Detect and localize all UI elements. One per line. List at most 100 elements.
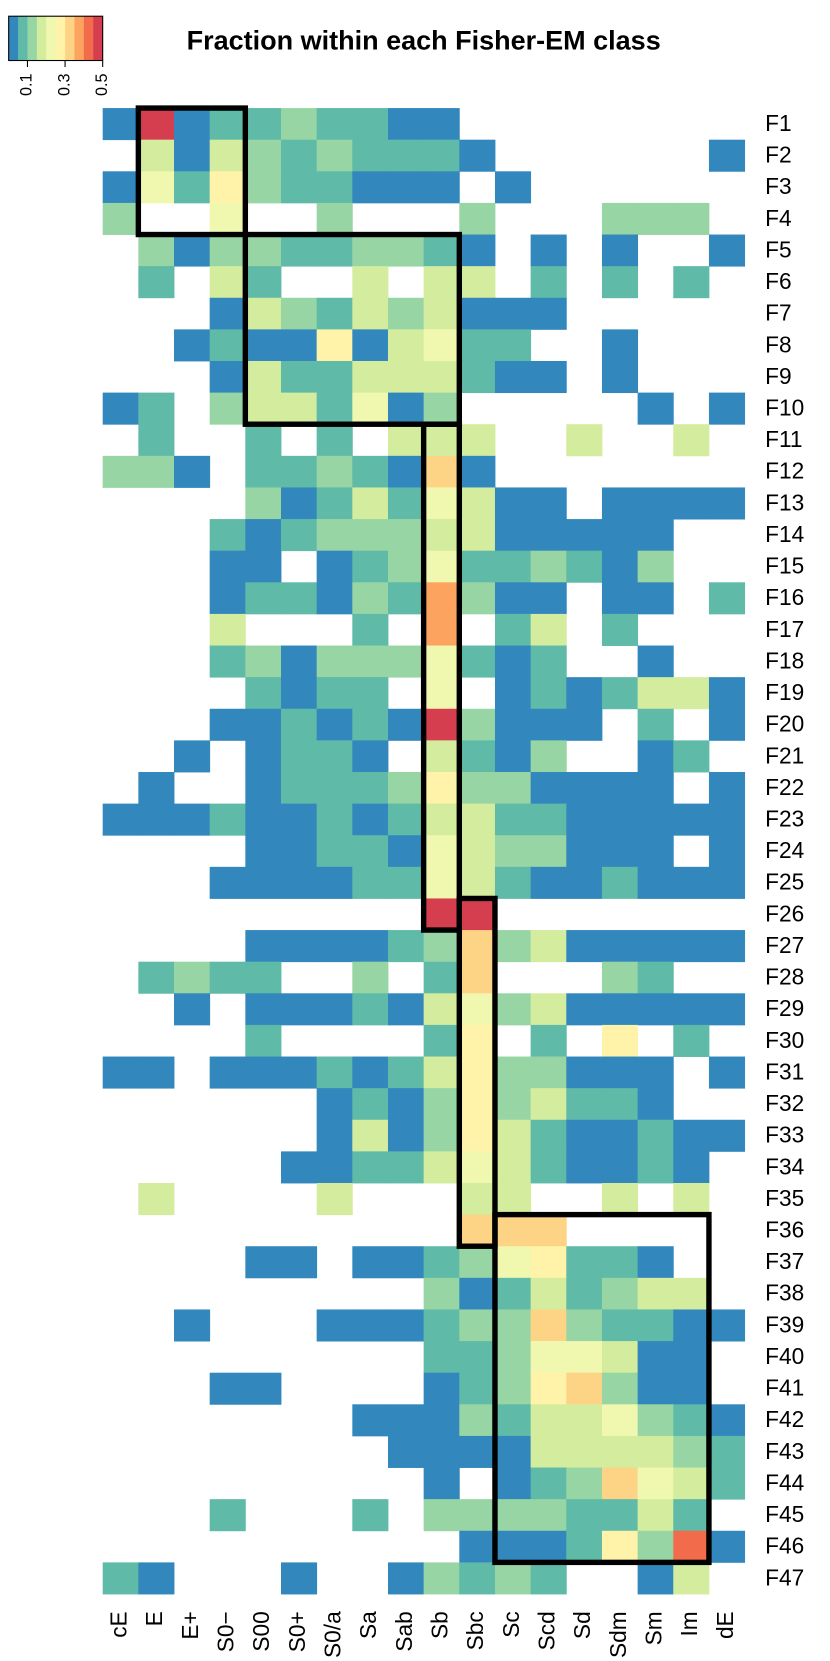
row-label: F22 [765, 774, 804, 800]
chart-title: Fraction within each Fisher-EM class [187, 26, 661, 56]
heat-cell [530, 1246, 567, 1279]
heat-cell [423, 1056, 460, 1089]
row-label: F10 [765, 394, 804, 420]
column-label: S0− [213, 1611, 239, 1652]
heat-cell [601, 329, 639, 362]
heat-cell [245, 645, 282, 678]
heat-cell [138, 455, 175, 488]
heat-cell [601, 1024, 639, 1057]
heat-cell [494, 1056, 532, 1089]
heat-cell [423, 771, 460, 805]
heat-cell [708, 708, 746, 741]
heat-cell [387, 360, 425, 394]
heat-cell [423, 930, 460, 963]
row-label: F4 [765, 205, 791, 231]
heat-cell [138, 424, 175, 457]
heat-cell [316, 866, 353, 899]
heat-cell [352, 993, 389, 1026]
heat-cell [352, 1246, 389, 1279]
heat-cell [316, 297, 353, 330]
row-label: F3 [765, 173, 791, 199]
heat-cell [245, 677, 282, 710]
heat-cell [387, 1246, 425, 1279]
heat-cell [209, 519, 246, 552]
heat-cell [530, 771, 567, 805]
heat-cell [637, 1151, 674, 1184]
heat-cell [566, 550, 603, 583]
heat-cell [708, 1309, 746, 1342]
heat-cell [494, 1467, 532, 1500]
row-label: F44 [765, 1469, 804, 1495]
heat-cell [423, 677, 460, 710]
heat-cell [637, 1309, 674, 1342]
column-label: dE [712, 1611, 738, 1639]
heat-cell [387, 1562, 425, 1595]
heat-cell [423, 582, 460, 615]
heat-cell [387, 519, 425, 552]
heat-cell [673, 487, 710, 520]
row-label: F7 [765, 300, 791, 326]
heat-cell [459, 993, 496, 1026]
heat-cell [494, 171, 532, 204]
heat-cell [637, 961, 674, 994]
heat-cell [530, 1562, 567, 1595]
heat-cell [423, 266, 460, 299]
heat-cell [102, 455, 139, 488]
heat-cell [280, 1562, 318, 1595]
heat-cell [673, 803, 710, 836]
heat-cell [387, 1404, 425, 1437]
column-label: Sc [498, 1611, 524, 1637]
heat-cell [494, 645, 532, 678]
heat-cell [494, 1309, 532, 1342]
heat-cell [708, 1467, 746, 1500]
heat-cell [316, 234, 353, 267]
heat-cell [494, 866, 532, 899]
heat-cell [423, 1246, 460, 1279]
heat-cell [459, 234, 496, 267]
color-key-frame [8, 15, 104, 62]
heat-cell [530, 1341, 567, 1374]
heat-cell [209, 866, 246, 899]
heat-cell [673, 1467, 710, 1500]
heat-cell [530, 1088, 567, 1121]
heat-cell [566, 1530, 603, 1563]
heat-cell [601, 1341, 639, 1374]
heat-cell [637, 803, 674, 836]
heat-cell [637, 1499, 674, 1532]
heat-cell [209, 708, 246, 741]
row-label: F13 [765, 489, 804, 515]
heat-cell [387, 297, 425, 330]
heat-cell [530, 234, 567, 267]
heat-cell [245, 455, 282, 488]
heat-cell [530, 1119, 567, 1152]
heat-cell [245, 961, 282, 994]
heat-cell [245, 1056, 282, 1089]
heat-cell [316, 1151, 353, 1184]
heat-cell [316, 993, 353, 1026]
row-label: F21 [765, 742, 804, 768]
heat-cell [387, 866, 425, 899]
heat-cell [637, 866, 674, 899]
heat-cell [637, 1530, 674, 1563]
heat-cell [708, 993, 746, 1026]
row-label: F34 [765, 1153, 804, 1179]
heat-cell [174, 961, 211, 994]
column-label: S0+ [284, 1611, 310, 1652]
heat-cell [245, 550, 282, 583]
heat-cell [174, 171, 211, 204]
heat-cell [316, 487, 353, 520]
heat-cell [601, 1499, 639, 1532]
heat-cell [423, 1119, 460, 1152]
heat-cell [423, 613, 460, 646]
heat-cell [102, 171, 139, 204]
heat-cell [708, 1404, 746, 1437]
heat-cell [352, 550, 389, 583]
heat-cell [637, 677, 674, 710]
heat-cell [530, 550, 567, 583]
heat-cell [174, 803, 211, 836]
heat-cell [708, 234, 746, 267]
heat-cell [459, 1056, 496, 1089]
heat-cell [459, 297, 496, 330]
heat-cell [423, 297, 460, 330]
heat-cell [601, 1088, 639, 1121]
